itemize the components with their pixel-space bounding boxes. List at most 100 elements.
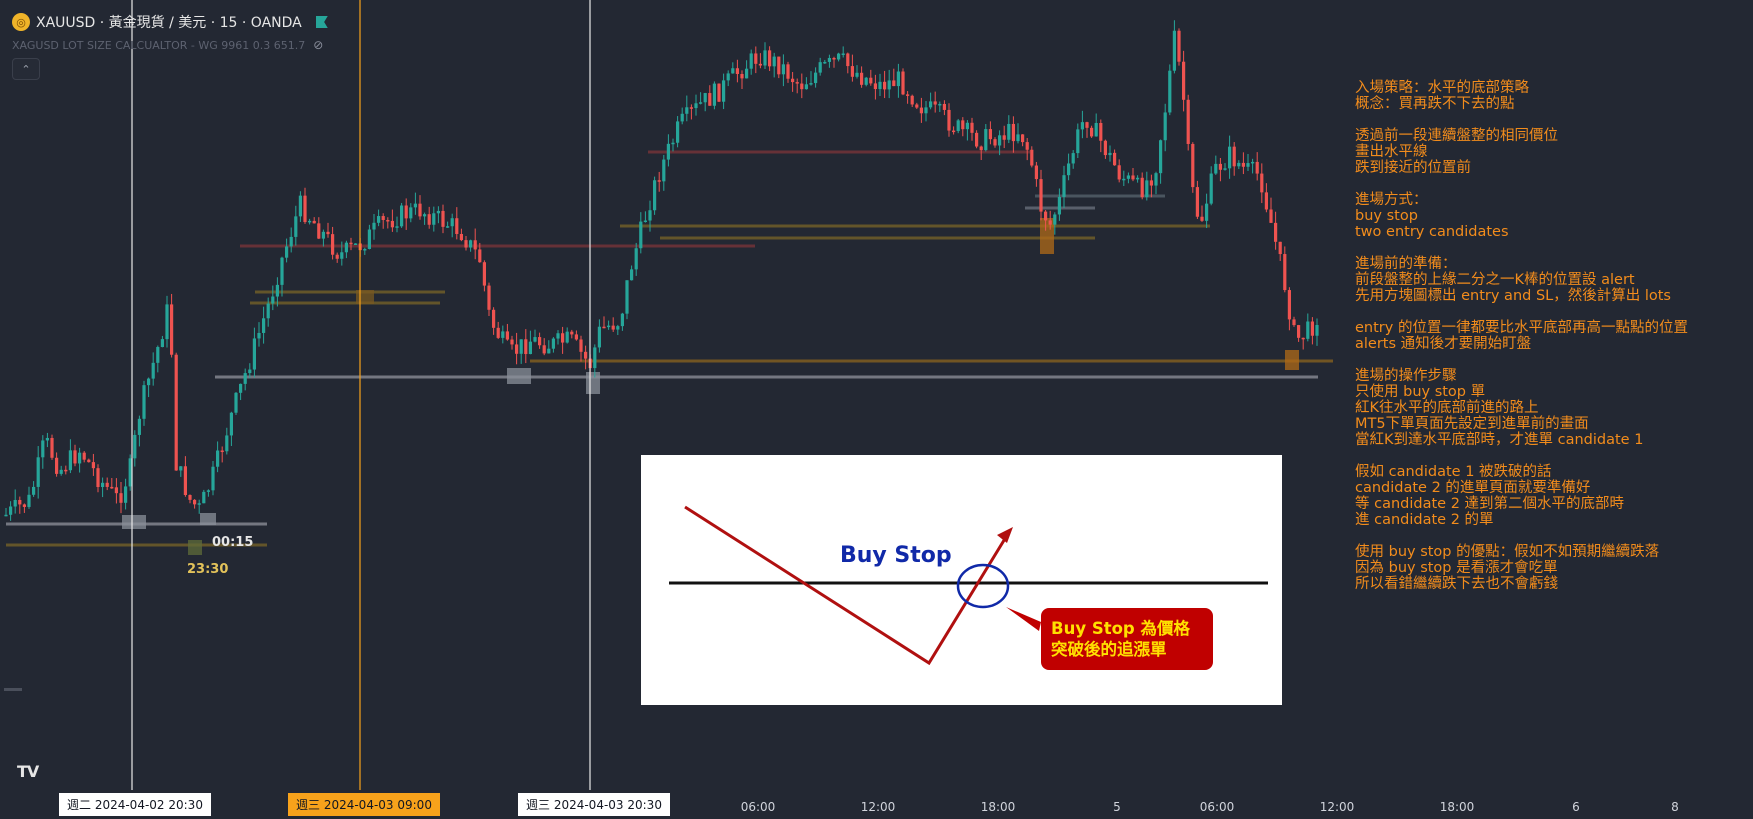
candle-body — [179, 466, 183, 471]
candle-body — [363, 249, 367, 251]
candle-body — [289, 236, 293, 247]
candle-body — [933, 101, 937, 105]
candle-body — [1200, 216, 1204, 221]
candle-body — [87, 459, 91, 463]
candle-body — [597, 326, 601, 348]
candle-body — [1048, 220, 1052, 225]
candle-body — [1071, 153, 1075, 164]
axis-tick: 06:00 — [740, 800, 776, 814]
entry-box — [188, 540, 202, 555]
candle-body — [1246, 163, 1250, 167]
candle-body — [648, 210, 652, 221]
candle-body — [689, 107, 693, 109]
candle-body — [18, 499, 22, 505]
flag-icon[interactable] — [315, 16, 328, 28]
candle-body — [1292, 319, 1296, 326]
candle-body — [924, 107, 928, 114]
candle-body — [229, 412, 233, 436]
candle-body — [579, 339, 583, 352]
candle-body — [965, 122, 969, 130]
candle-body — [846, 53, 850, 67]
collapse-legend-button[interactable]: ⌃ — [12, 58, 40, 80]
candle-body — [685, 107, 689, 114]
candle-body — [1232, 146, 1236, 167]
candle-body — [768, 50, 772, 67]
candle-body — [584, 351, 588, 359]
candle-body — [611, 325, 615, 330]
candle-body — [929, 101, 933, 108]
candle-body — [321, 231, 325, 239]
candle-body — [680, 113, 684, 122]
candle-body — [938, 103, 942, 106]
candle-body — [998, 135, 1002, 146]
candle-body — [312, 220, 316, 224]
axis-tick: 12:00 — [1319, 800, 1355, 814]
candle-body — [620, 313, 624, 327]
candle-body — [174, 354, 178, 471]
candle-body — [170, 304, 174, 355]
scroll-marker[interactable] — [4, 688, 22, 691]
candle-body — [538, 337, 542, 346]
candle-body — [105, 482, 109, 487]
indicator-text: XAGUSD LOT SIZE CALCUALTOR - WG 9961 0.3… — [12, 38, 306, 52]
candle-body — [390, 220, 394, 228]
candle-body — [1062, 175, 1066, 197]
candle-body — [510, 339, 514, 345]
candle-body — [722, 80, 726, 102]
candle-body — [979, 146, 983, 151]
candle-body — [243, 373, 247, 384]
axis-tick: 8 — [1671, 800, 1679, 814]
candle-body — [473, 240, 477, 250]
candle-body — [239, 383, 243, 393]
candle-body — [795, 82, 799, 84]
candle-body — [1260, 173, 1264, 193]
candle-body — [257, 332, 261, 339]
candle-body — [1241, 162, 1245, 167]
candle-body — [1214, 163, 1218, 174]
strategy-notes: 入場策略：水平的底部策略 概念：買再跌不下去的點 透過前一段連續盤整的相同價位 … — [1355, 80, 1688, 592]
candle-body — [1080, 122, 1084, 130]
candle-body — [804, 84, 808, 90]
candle-body — [326, 231, 330, 235]
candle-body — [1113, 152, 1117, 166]
candle-body — [335, 254, 339, 259]
candle-body — [142, 385, 146, 419]
candle-body — [36, 457, 40, 487]
eye-off-icon[interactable]: ⊘ — [313, 38, 324, 52]
candle-body — [1099, 123, 1103, 141]
candle-body — [68, 450, 72, 471]
candle-body — [735, 68, 739, 75]
candle-body — [561, 333, 565, 343]
buy-stop-illustration — [669, 505, 1268, 666]
callout-pointer — [1006, 607, 1041, 631]
price-chart[interactable] — [0, 0, 1753, 790]
candle-body — [427, 214, 431, 225]
indicator-row[interactable]: XAGUSD LOT SIZE CALCUALTOR - WG 9961 0.3… — [12, 38, 328, 52]
candle-body — [1145, 180, 1149, 198]
candle-body — [740, 74, 744, 79]
candle-body — [1122, 178, 1126, 181]
cursor-time-label-2: 週三 2024-04-03 09:00 — [288, 793, 440, 816]
candle-body — [1297, 325, 1301, 338]
candle-body — [455, 218, 459, 234]
candle-body — [542, 345, 546, 354]
candle-body — [464, 240, 468, 248]
axis-tick: 5 — [1113, 800, 1121, 814]
candle-body — [625, 280, 629, 314]
time-axis[interactable]: 06:00 12:00 18:00 5 06:00 12:00 18:00 6 … — [0, 790, 1753, 819]
candle-body — [478, 249, 482, 263]
candle-body — [183, 466, 187, 496]
candle-body — [1306, 321, 1310, 339]
candle-body — [225, 435, 229, 452]
candle-body — [1195, 187, 1199, 217]
candle-body — [1228, 146, 1232, 169]
candle-body — [699, 102, 703, 104]
axis-tick: 12:00 — [860, 800, 896, 814]
candle-body — [151, 362, 155, 379]
symbol-row[interactable]: ◎ XAUUSD · 黃金現貨 / 美元 · 15 · OANDA — [12, 12, 328, 32]
candle-body — [703, 93, 707, 103]
candle-body — [211, 466, 215, 491]
candle-body — [910, 95, 914, 105]
tradingview-logo-icon[interactable]: TV — [17, 762, 39, 781]
candle-body — [13, 499, 17, 507]
